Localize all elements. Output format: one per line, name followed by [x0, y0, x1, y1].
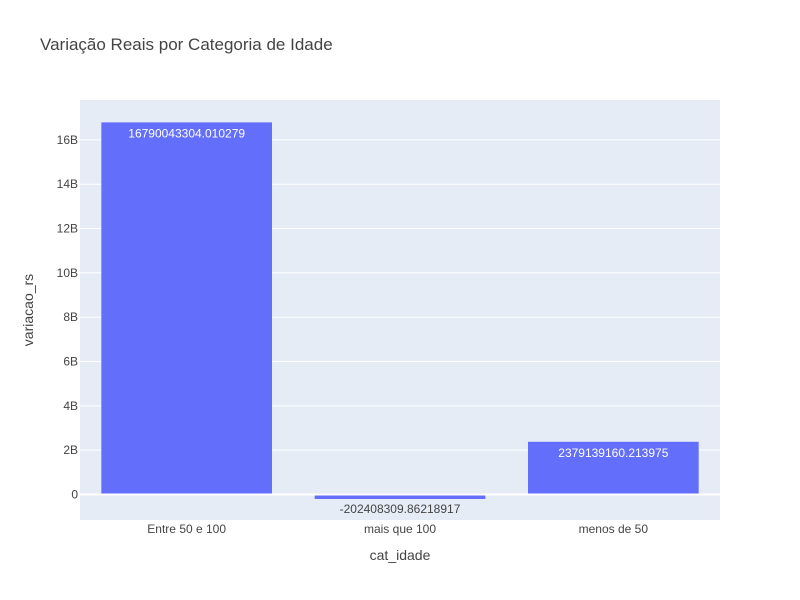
data-label: 16790043304.010279 [128, 126, 245, 140]
y-tick-label: 8B [63, 310, 78, 324]
y-axis-title: variacao_rs [20, 274, 36, 346]
y-tick-label: 6B [63, 355, 78, 369]
y-axis-ticks: 0 2B 4B 6B 8B 10B 12B 14B 16B [57, 133, 79, 502]
y-tick-label: 0 [71, 488, 78, 502]
bar[interactable] [101, 122, 272, 495]
y-tick-label: 4B [63, 399, 78, 413]
y-tick-label: 16B [57, 133, 78, 147]
x-axis-ticks: Entre 50 e 100 mais que 100 menos de 50 [147, 522, 648, 536]
y-tick-label: 12B [57, 222, 78, 236]
x-tick-label: menos de 50 [579, 522, 649, 536]
bar[interactable] [314, 494, 486, 499]
y-tick-label: 2B [63, 443, 78, 457]
x-tick-label: mais que 100 [364, 522, 436, 536]
y-tick-label: 10B [57, 266, 78, 280]
bar[interactable] [528, 441, 699, 495]
chart-title: Variação Reais por Categoria de Idade [40, 35, 333, 54]
data-labels: 16790043304.010279 -202408309.86218917 237… [128, 126, 668, 516]
y-tick-label: 14B [57, 177, 78, 191]
data-label: -202408309.86218917 [340, 502, 461, 516]
bars [101, 122, 699, 499]
x-axis-title: cat_idade [370, 547, 431, 563]
x-tick-label: Entre 50 e 100 [147, 522, 226, 536]
data-label: 2379139160.213975 [558, 446, 668, 460]
